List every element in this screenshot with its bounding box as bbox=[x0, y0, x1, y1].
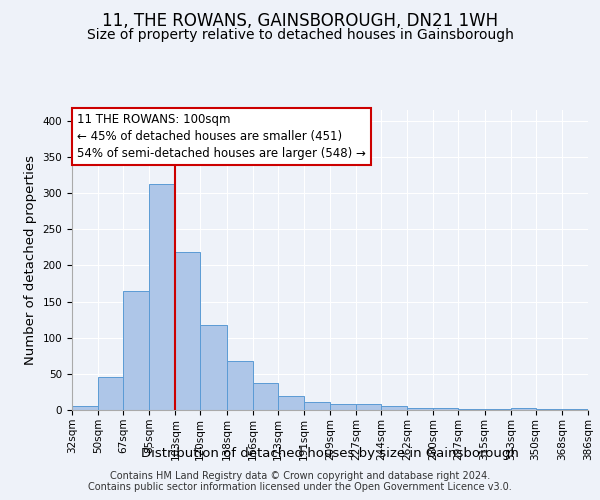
Y-axis label: Number of detached properties: Number of detached properties bbox=[24, 155, 37, 365]
Text: Contains public sector information licensed under the Open Government Licence v3: Contains public sector information licen… bbox=[88, 482, 512, 492]
Bar bbox=[407, 408, 433, 410]
Bar bbox=[98, 376, 123, 410]
Text: Distribution of detached houses by size in Gainsborough: Distribution of detached houses by size … bbox=[141, 448, 519, 460]
Text: 11 THE ROWANS: 100sqm
← 45% of detached houses are smaller (451)
54% of semi-det: 11 THE ROWANS: 100sqm ← 45% of detached … bbox=[77, 113, 366, 160]
Bar bbox=[175, 252, 200, 410]
Bar bbox=[123, 290, 149, 410]
Bar bbox=[253, 382, 278, 410]
Bar bbox=[381, 406, 407, 410]
Bar bbox=[278, 396, 304, 410]
Bar bbox=[149, 184, 175, 410]
Bar bbox=[330, 404, 356, 410]
Bar bbox=[200, 326, 227, 410]
Bar bbox=[227, 361, 253, 410]
Text: Size of property relative to detached houses in Gainsborough: Size of property relative to detached ho… bbox=[86, 28, 514, 42]
Bar bbox=[304, 402, 330, 410]
Bar bbox=[433, 408, 458, 410]
Text: 11, THE ROWANS, GAINSBOROUGH, DN21 1WH: 11, THE ROWANS, GAINSBOROUGH, DN21 1WH bbox=[102, 12, 498, 30]
Bar bbox=[72, 406, 98, 410]
Bar bbox=[356, 404, 381, 410]
Text: Contains HM Land Registry data © Crown copyright and database right 2024.: Contains HM Land Registry data © Crown c… bbox=[110, 471, 490, 481]
Bar bbox=[485, 408, 511, 410]
Bar bbox=[511, 408, 536, 410]
Bar bbox=[458, 408, 485, 410]
